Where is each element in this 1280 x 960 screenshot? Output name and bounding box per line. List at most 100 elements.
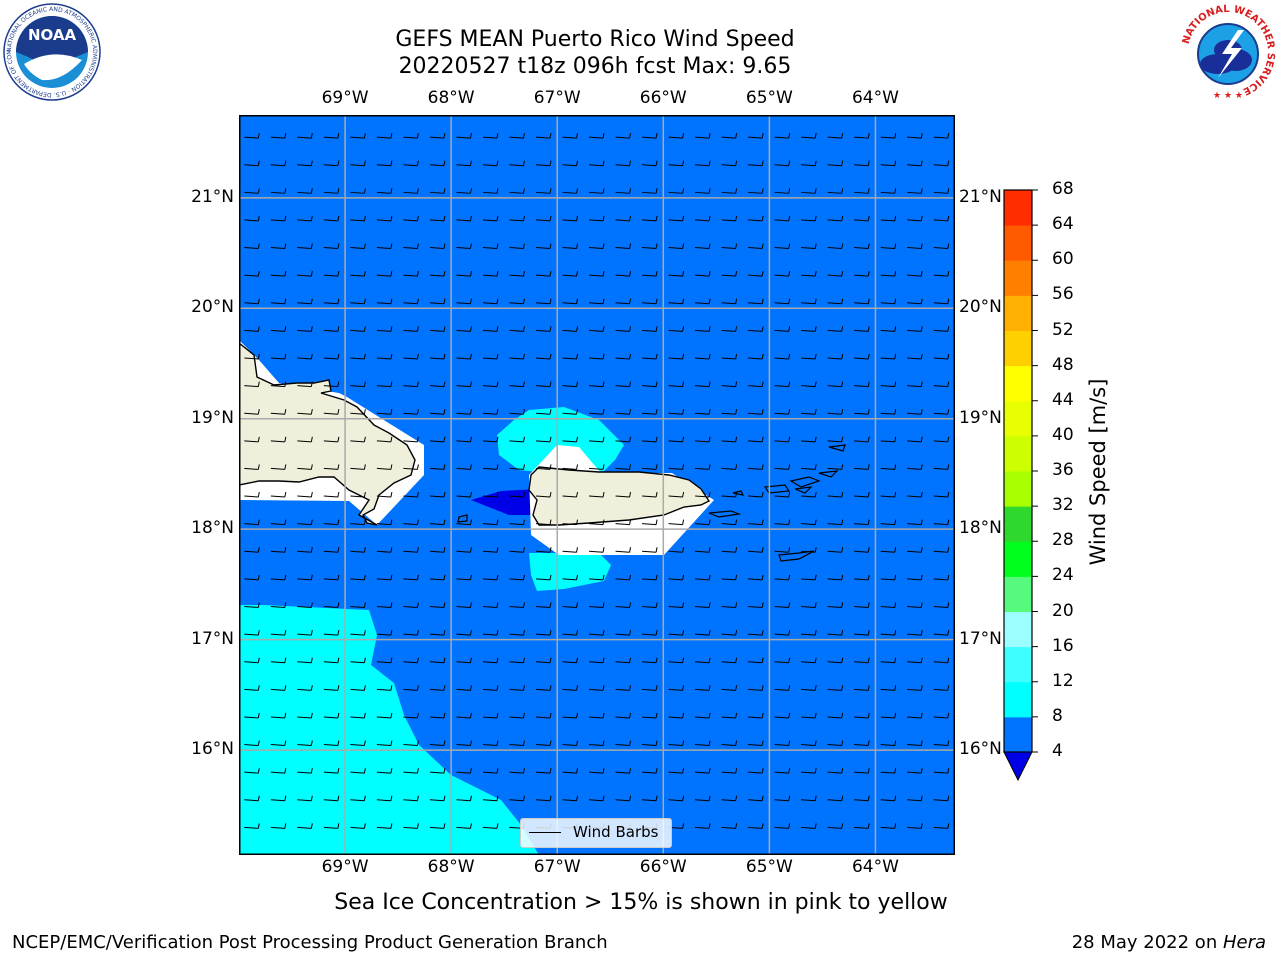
wind-barb (403, 271, 419, 277)
wind-barb (509, 353, 525, 360)
wind-barb (535, 353, 552, 360)
wind-barb (429, 712, 446, 719)
wind-barb (668, 326, 685, 332)
colorbar-segment (1004, 365, 1032, 402)
wind-barb (482, 547, 499, 553)
island-culebra (732, 490, 745, 496)
wind-barb (668, 574, 685, 581)
wind-barb (933, 547, 950, 553)
wind-barb (376, 326, 393, 332)
wind-barb (642, 491, 658, 498)
wind-barb (721, 271, 738, 277)
colorbar-tick-label: 16 (1052, 635, 1074, 656)
wind-barb (721, 409, 738, 415)
wind-barb (668, 188, 685, 194)
wind-barb (880, 547, 897, 553)
wind-barb (270, 602, 287, 608)
wind-barb (297, 436, 313, 443)
wind-barb (774, 491, 791, 498)
wind-barb (562, 381, 579, 388)
wind-barb (827, 657, 844, 664)
wind-barb (297, 630, 313, 636)
wind-barb (695, 519, 711, 526)
wind-barb (880, 160, 897, 167)
wind-barb (827, 519, 844, 526)
wind-barb (695, 712, 711, 719)
wind-barb (297, 381, 313, 388)
wind-barb (562, 768, 579, 774)
colorbar-segment (1004, 646, 1032, 683)
wind-barb (774, 188, 791, 194)
wind-barb (642, 381, 658, 388)
wind-barb (244, 712, 260, 719)
wind-barb (244, 740, 260, 747)
wind-barb (297, 547, 313, 553)
wind-barb (297, 160, 313, 167)
wind-barb (376, 160, 393, 167)
wind-barb (270, 491, 287, 498)
wind-barb (535, 491, 552, 498)
wind-barb (854, 795, 870, 802)
wind-barb (244, 326, 260, 332)
wind-barb (933, 188, 950, 194)
wind-barb (721, 243, 738, 250)
wind-barb (933, 381, 950, 388)
wind-barb (429, 132, 446, 139)
noaa-logo-text: NOAA (28, 26, 77, 44)
wind-barb (297, 132, 313, 139)
lat-label-left: 18°N (191, 518, 234, 539)
wind-barb (668, 519, 685, 526)
wind-barb (695, 298, 711, 305)
wind-barb (350, 381, 366, 388)
wind-barb (721, 574, 738, 581)
wind-barb (323, 188, 340, 194)
wind-barb (482, 353, 499, 360)
wind-barb (350, 574, 366, 581)
wind-barb (880, 132, 897, 139)
wind-barb (933, 160, 950, 167)
wind-barb (323, 298, 340, 305)
wind-barb (350, 464, 366, 470)
wind-barb (403, 243, 419, 250)
wind-barb (297, 574, 313, 581)
wind-barb (880, 823, 897, 829)
wind-barb (801, 712, 817, 719)
map-frame (239, 115, 955, 855)
wind-barb (880, 409, 897, 415)
wind-barb (323, 409, 340, 415)
wind-barb (933, 795, 950, 802)
wind-barb (933, 243, 950, 250)
wind-barb (589, 574, 605, 581)
wind-barb (801, 160, 817, 167)
wind-barb (456, 132, 472, 139)
wind-barb (297, 795, 313, 802)
wind-barb (456, 353, 472, 360)
wind-barb (695, 602, 711, 608)
wind-barb (244, 657, 260, 664)
wind-barb (880, 685, 897, 691)
wind-barb (589, 298, 605, 305)
wind-barb (668, 243, 685, 250)
wind-barb (270, 795, 287, 802)
wind-barb (456, 298, 472, 305)
wind-barb (668, 768, 685, 774)
wind-barb (509, 657, 525, 664)
wind-barb (270, 768, 287, 774)
wind-barb (482, 409, 499, 415)
wind-barb (509, 436, 525, 443)
wind-barb (880, 381, 897, 388)
wind-barb (535, 740, 552, 747)
wind-barb (907, 215, 923, 222)
wind-barb (350, 132, 366, 139)
wind-barb (774, 160, 791, 167)
wind-barb (429, 768, 446, 774)
wind-barb (668, 630, 685, 636)
wind-barb (933, 574, 950, 581)
wind-barb (827, 464, 844, 470)
wind-barb (482, 657, 499, 664)
lon-label-bottom: 66°W (639, 857, 687, 877)
wind-barb (801, 657, 817, 664)
wind-barb (535, 712, 552, 719)
wind-barb (801, 768, 817, 774)
wind-barb (721, 160, 738, 167)
